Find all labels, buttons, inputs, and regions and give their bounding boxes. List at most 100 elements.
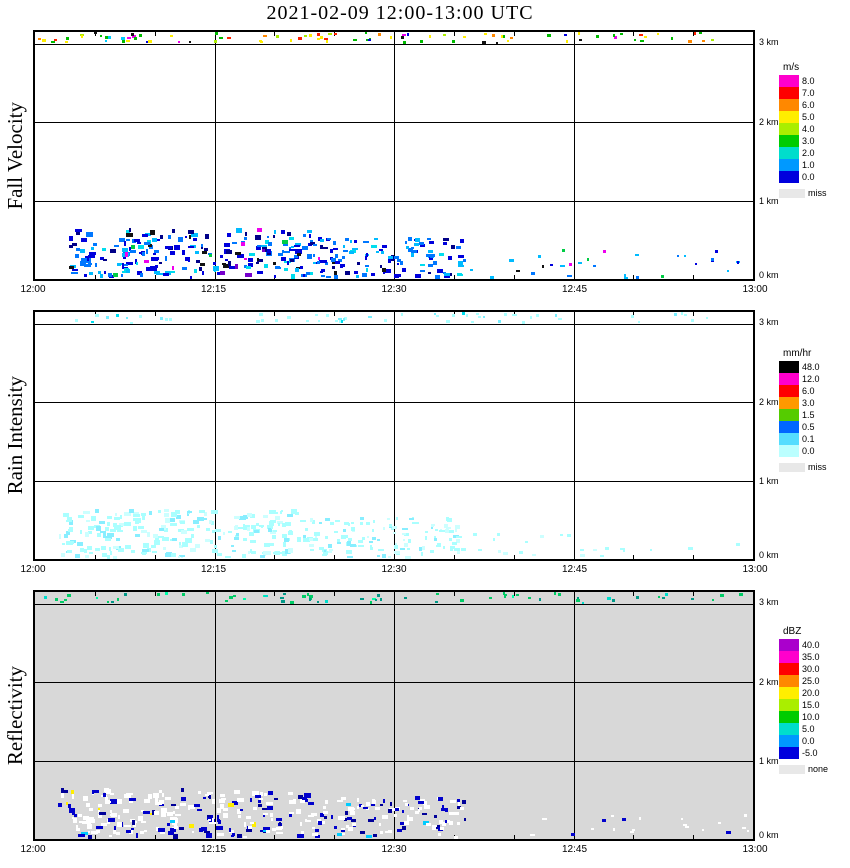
echo-pixel: [151, 545, 157, 548]
echo-pixel: [97, 810, 100, 814]
echo-pixel: [124, 267, 129, 271]
echo-pixel: [248, 262, 254, 268]
echo-pixel: [87, 255, 95, 258]
echo-pixel: [535, 313, 539, 317]
colorbar-swatch: [779, 361, 799, 373]
echo-pixel: [194, 269, 198, 274]
echo-pixel: [607, 597, 612, 600]
echo-pixel: [336, 799, 343, 802]
echo-pixel: [130, 250, 137, 253]
echo-pixel: [123, 263, 128, 266]
echo-pixel: [482, 316, 486, 319]
echo-pixel: [435, 592, 440, 595]
echo-pixel: [244, 265, 248, 269]
echo-pixel: [105, 537, 111, 542]
echo-pixel: [242, 597, 247, 600]
echo-pixel: [199, 267, 203, 271]
echo-pixel: [311, 519, 315, 524]
minor-tick: [693, 312, 695, 316]
echo-pixel: [289, 812, 294, 815]
echo-pixel: [592, 264, 597, 268]
colorbar-entry: 1.5: [779, 409, 849, 421]
minor-tick: [633, 835, 635, 839]
echo-pixel: [221, 263, 226, 266]
echo-pixel: [404, 802, 408, 807]
echo-pixel: [70, 271, 78, 275]
echo-pixel: [188, 234, 192, 240]
colorbar-swatch: [779, 639, 799, 651]
echo-pixel: [288, 531, 293, 535]
echo-pixel: [205, 539, 210, 542]
echo-pixel: [350, 543, 357, 547]
echo-pixel: [401, 810, 405, 814]
echo-pixel: [234, 789, 240, 794]
echo-pixel: [367, 315, 372, 318]
echo-pixel: [362, 273, 367, 278]
time-tick-label: 12:45: [561, 844, 588, 855]
echo-pixel: [375, 806, 381, 810]
echo-pixel: [269, 521, 272, 526]
echo-pixel: [228, 261, 232, 266]
echo-pixel: [317, 37, 321, 40]
echo-pixel: [343, 244, 346, 249]
echo-pixel: [414, 795, 421, 800]
echo-pixel: [362, 806, 369, 810]
echo-pixel: [434, 600, 438, 603]
echo-pixel: [158, 799, 164, 804]
echo-pixel: [266, 236, 270, 239]
echo-pixel: [323, 805, 326, 810]
echo-pixel: [128, 509, 135, 513]
echo-pixel: [95, 313, 99, 317]
echo-pixel: [180, 520, 186, 524]
echo-pixel: [510, 36, 514, 40]
echo-pixel: [191, 533, 195, 538]
echo-pixel: [247, 257, 253, 262]
echo-pixel: [512, 314, 516, 317]
echo-pixel: [170, 35, 173, 38]
echo-pixel: [216, 271, 220, 275]
echo-pixel: [406, 547, 411, 551]
echo-pixel: [275, 818, 282, 821]
echo-pixel: [261, 807, 268, 811]
echo-pixel: [67, 804, 71, 809]
echo-pixel: [260, 525, 263, 528]
echo-pixel: [243, 835, 248, 839]
echo-pixel: [132, 526, 138, 532]
echo-pixel: [717, 821, 721, 825]
echo-pixel: [181, 796, 186, 802]
echo-pixel: [80, 249, 86, 253]
echo-pixel: [88, 830, 91, 834]
colorbar-missing-swatch: [779, 188, 805, 198]
echo-pixel: [134, 259, 137, 265]
echo-pixel: [320, 244, 323, 249]
echo-pixel: [233, 594, 237, 598]
colorbar-swatch: [779, 99, 799, 111]
echo-pixel: [234, 515, 241, 520]
echo-pixel: [126, 793, 133, 796]
echo-pixel: [376, 594, 381, 597]
echo-pixel: [425, 530, 429, 534]
echo-pixel: [175, 806, 179, 809]
echo-pixel: [334, 520, 341, 523]
echo-pixel: [203, 511, 207, 517]
echo-pixel: [395, 516, 398, 520]
echo-pixel: [257, 258, 263, 262]
echo-pixel: [701, 828, 704, 831]
echo-pixel: [219, 255, 224, 258]
echo-pixel: [402, 539, 405, 542]
echo-pixel: [334, 260, 341, 264]
echo-pixel: [301, 246, 308, 251]
height-tick-label: 0 km: [759, 550, 779, 560]
echo-pixel: [359, 516, 365, 521]
echo-pixel: [191, 233, 199, 237]
echo-pixel: [125, 239, 130, 242]
echo-pixel: [269, 509, 277, 514]
echo-pixel: [394, 274, 399, 278]
echo-pixel: [370, 544, 373, 547]
echo-pixel: [228, 830, 235, 834]
echo-pixel: [461, 548, 464, 551]
echo-pixel: [348, 251, 355, 255]
echo-pixel: [137, 270, 143, 276]
echo-pixel: [215, 825, 223, 830]
echo-pixel: [38, 37, 42, 41]
